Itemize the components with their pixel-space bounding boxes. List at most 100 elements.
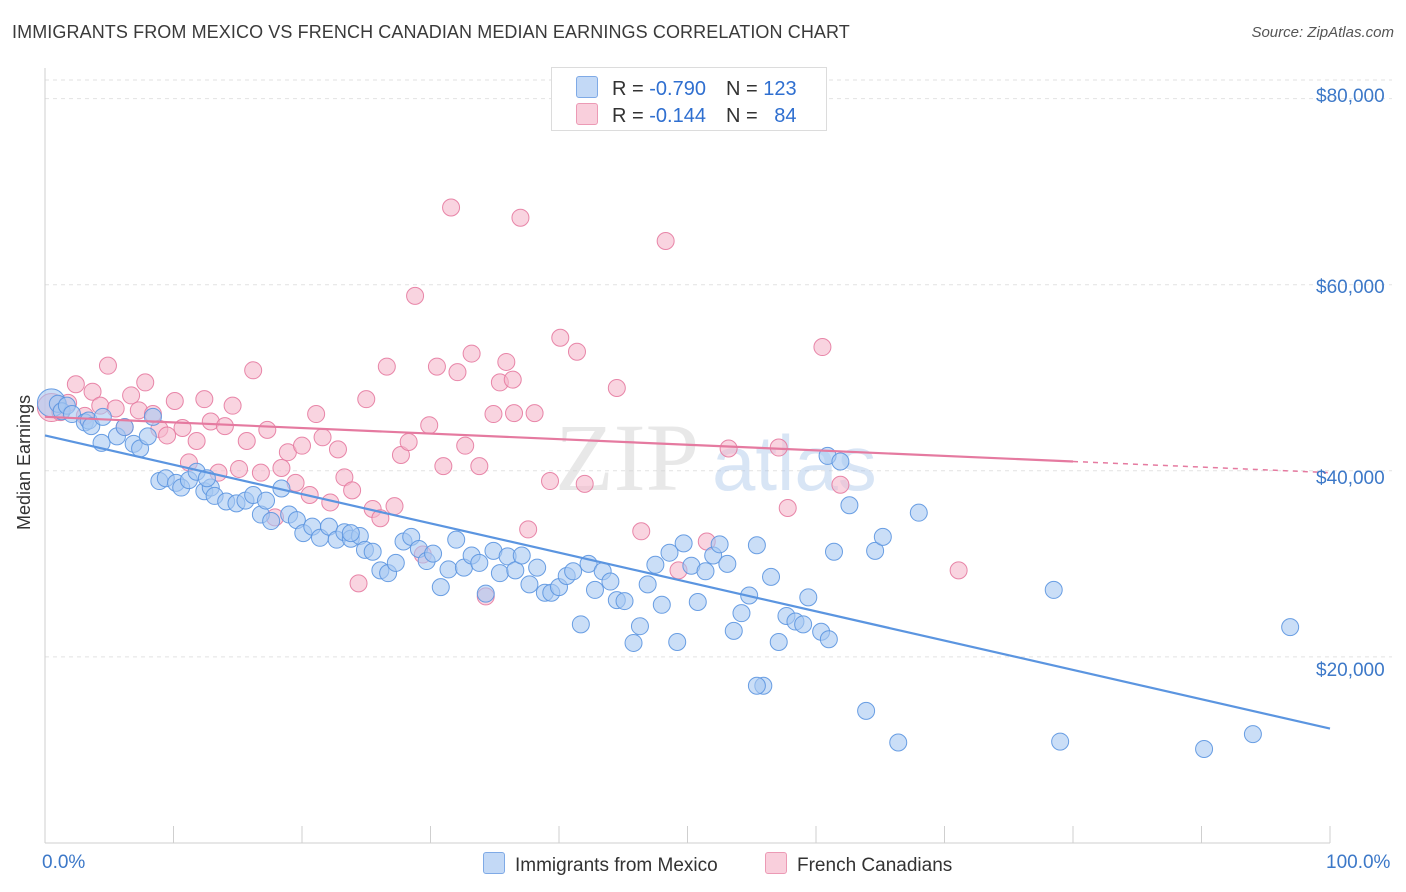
data-point: [258, 420, 277, 439]
data-point: [668, 633, 687, 652]
data-point: [831, 452, 850, 471]
data-point: [525, 404, 544, 423]
data-point: [476, 584, 495, 603]
data-point: [857, 701, 876, 720]
data-point: [632, 522, 651, 541]
data-point: [93, 407, 112, 426]
data-point: [520, 575, 539, 594]
series-french-canadians-points: [36, 198, 968, 606]
data-point: [470, 457, 489, 476]
data-point: [519, 520, 538, 539]
data-point: [244, 361, 263, 380]
legend-swatch-blue: [576, 76, 598, 98]
data-point: [732, 604, 751, 623]
axes: [44, 68, 1331, 844]
data-point: [138, 427, 157, 446]
data-point: [136, 373, 155, 392]
data-point: [215, 417, 234, 436]
data-point: [490, 564, 509, 583]
data-point: [696, 562, 715, 581]
y-axis-title: Median Earnings: [14, 394, 34, 530]
data-point: [66, 375, 85, 394]
data-point: [585, 580, 604, 599]
data-point: [307, 405, 326, 424]
data-point: [293, 436, 311, 455]
data-point: [341, 524, 360, 543]
watermark-atlas: atlas: [712, 419, 877, 507]
legend-swatch-pink: [765, 852, 787, 874]
data-point: [363, 542, 382, 561]
data-point: [470, 553, 489, 572]
bottom-legend-french-canadians: French Canadians: [765, 852, 952, 877]
r-value: -0.144: [649, 105, 706, 127]
data-point: [448, 363, 467, 382]
data-point: [349, 574, 368, 593]
data-point: [866, 541, 885, 560]
data-point: [511, 208, 530, 227]
data-point: [688, 593, 707, 612]
data-point: [506, 561, 525, 580]
data-point: [638, 575, 657, 594]
data-point: [1044, 580, 1063, 599]
data-point: [442, 198, 461, 217]
data-point: [406, 286, 425, 305]
data-point: [505, 404, 524, 423]
data-point: [601, 572, 620, 591]
data-point: [813, 338, 832, 357]
source-label: Source: ZipAtlas.com: [1251, 24, 1394, 41]
data-point: [98, 356, 117, 375]
data-point: [824, 542, 843, 561]
y-tick-label: $20,000: [1316, 660, 1385, 681]
data-point: [427, 357, 446, 376]
data-point: [819, 630, 838, 649]
data-point: [528, 558, 547, 577]
data-point: [106, 399, 125, 418]
data-point: [272, 459, 291, 478]
data-point: [1243, 725, 1262, 744]
data-point: [456, 436, 475, 455]
data-point: [724, 621, 743, 640]
data-point: [607, 378, 626, 397]
correlation-legend: R = -0.790 N = 123 R = -0.144 N = 84: [551, 67, 827, 131]
data-point: [399, 432, 418, 451]
data-point: [575, 474, 594, 493]
data-point: [646, 555, 665, 574]
data-point: [567, 342, 586, 361]
data-point: [462, 344, 481, 363]
data-point: [484, 405, 503, 424]
data-point: [652, 595, 671, 614]
trend-lines: [44, 415, 1331, 730]
data-point: [357, 390, 376, 409]
data-point: [377, 357, 396, 376]
data-point: [762, 567, 781, 586]
data-point: [660, 543, 679, 562]
data-point: [656, 231, 675, 250]
data-point: [83, 382, 102, 401]
data-point: [571, 615, 590, 634]
data-point: [424, 544, 443, 563]
data-point: [799, 588, 818, 607]
data-point: [778, 499, 797, 518]
legend-row-french-canadians: R = -0.144 N = 84: [576, 103, 796, 127]
data-point: [840, 496, 859, 515]
data-point: [497, 352, 516, 371]
data-point: [541, 472, 560, 491]
trend-line: [44, 415, 1074, 463]
data-point: [447, 530, 466, 549]
data-point: [630, 617, 649, 636]
data-point: [718, 554, 737, 573]
bottom-legend-mexico: Immigrants from Mexico: [483, 852, 718, 877]
data-point: [624, 633, 643, 652]
data-point: [237, 432, 256, 451]
watermark-zip: ZIP: [555, 404, 699, 511]
y-tick-label: $60,000: [1316, 277, 1385, 298]
data-point: [230, 459, 249, 478]
data-point: [1281, 618, 1300, 637]
data-point: [889, 733, 908, 752]
data-point: [122, 386, 141, 405]
data-point: [747, 676, 766, 695]
data-point: [115, 418, 134, 437]
data-point: [434, 457, 453, 476]
data-point: [313, 428, 332, 447]
